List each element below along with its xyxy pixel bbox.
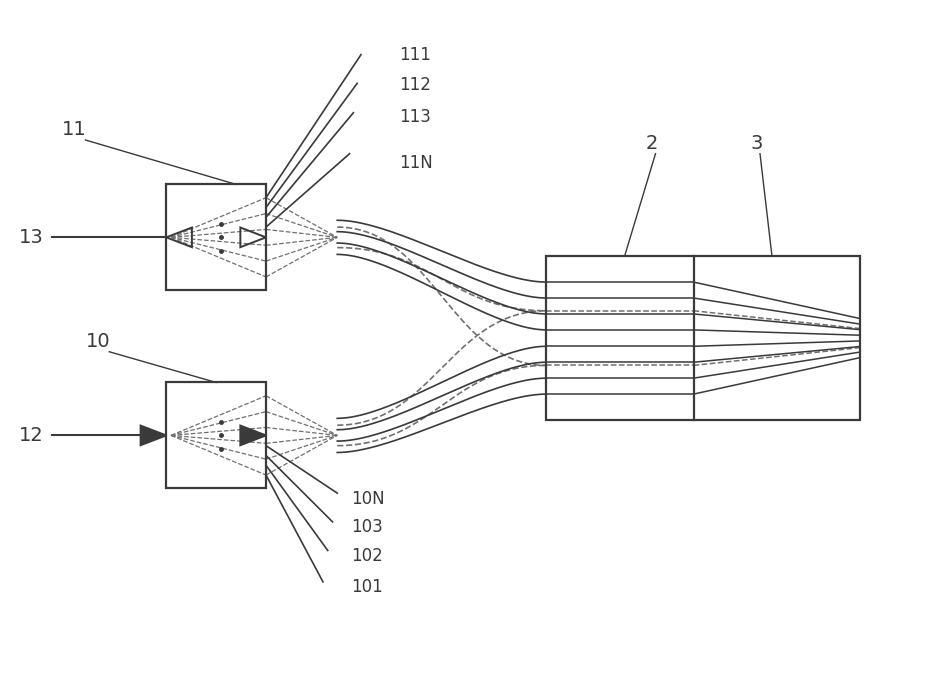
Text: 11: 11: [62, 120, 86, 139]
Text: 10: 10: [86, 332, 110, 351]
Text: 10N: 10N: [352, 490, 385, 507]
Text: 2: 2: [646, 134, 658, 153]
Text: 102: 102: [352, 547, 383, 565]
Text: 101: 101: [352, 579, 383, 596]
Text: 113: 113: [399, 109, 431, 126]
Bar: [166, 184, 266, 290]
Text: 103: 103: [352, 518, 383, 536]
Polygon shape: [141, 426, 166, 445]
Text: 3: 3: [750, 134, 763, 153]
Text: 13: 13: [19, 228, 44, 247]
Text: 12: 12: [19, 426, 44, 445]
Bar: [166, 382, 266, 488]
Polygon shape: [240, 426, 266, 445]
Bar: [546, 256, 860, 420]
Text: 11N: 11N: [399, 154, 433, 171]
Text: 112: 112: [399, 76, 431, 94]
Text: 111: 111: [399, 46, 431, 64]
